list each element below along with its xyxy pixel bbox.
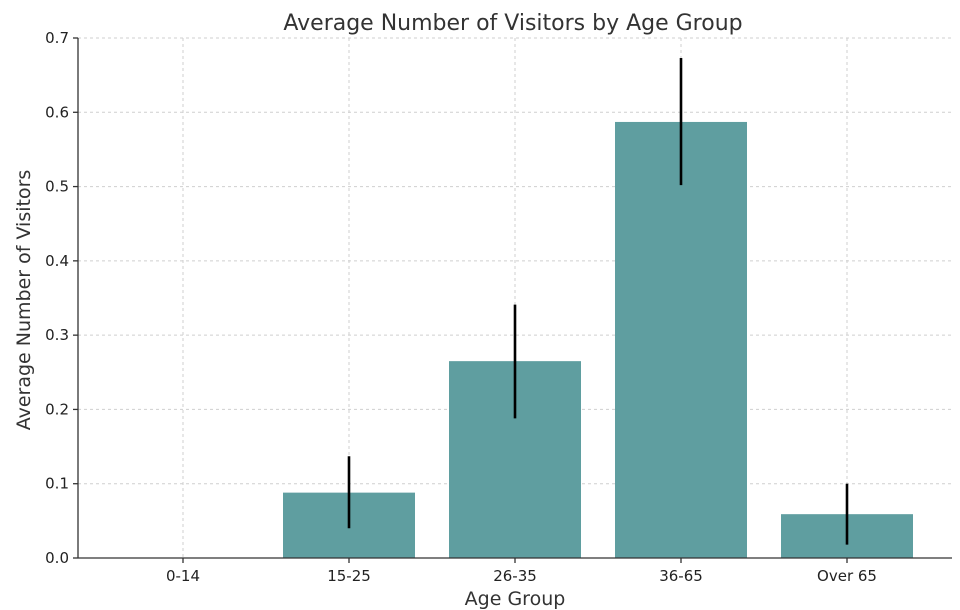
y-tick-label: 0.6	[45, 103, 69, 121]
x-ticks-layer: 0-14 15-25 26-35 36-65 Over 65	[166, 558, 877, 585]
y-tick-label: 0.4	[45, 252, 69, 270]
grid-layer	[78, 37, 952, 558]
x-axis-label: Age Group	[465, 588, 566, 610]
bar-36-65	[615, 121, 747, 558]
y-tick-label: 0.0	[45, 549, 69, 567]
chart-title: Average Number of Visitors by Age Group	[283, 11, 742, 36]
x-tick-label: Over 65	[817, 567, 877, 585]
y-axis-label: Average Number of Visitors	[13, 170, 35, 431]
y-tick-label: 0.1	[45, 475, 69, 493]
x-tick-label: 26-35	[493, 567, 537, 585]
y-tick-label: 0.3	[45, 326, 69, 344]
bars-layer	[283, 121, 913, 558]
y-tick-label: 0.7	[45, 29, 69, 47]
x-tick-label: 15-25	[327, 567, 371, 585]
y-tick-label: 0.5	[45, 178, 69, 196]
x-tick-label: 0-14	[166, 567, 200, 585]
y-ticks-layer: 0.0 0.1 0.2 0.3 0.4 0.5 0.6 0.7	[45, 29, 78, 567]
error-bars-layer	[347, 58, 849, 545]
x-tick-label: 36-65	[659, 567, 703, 585]
y-tick-label: 0.2	[45, 400, 69, 418]
